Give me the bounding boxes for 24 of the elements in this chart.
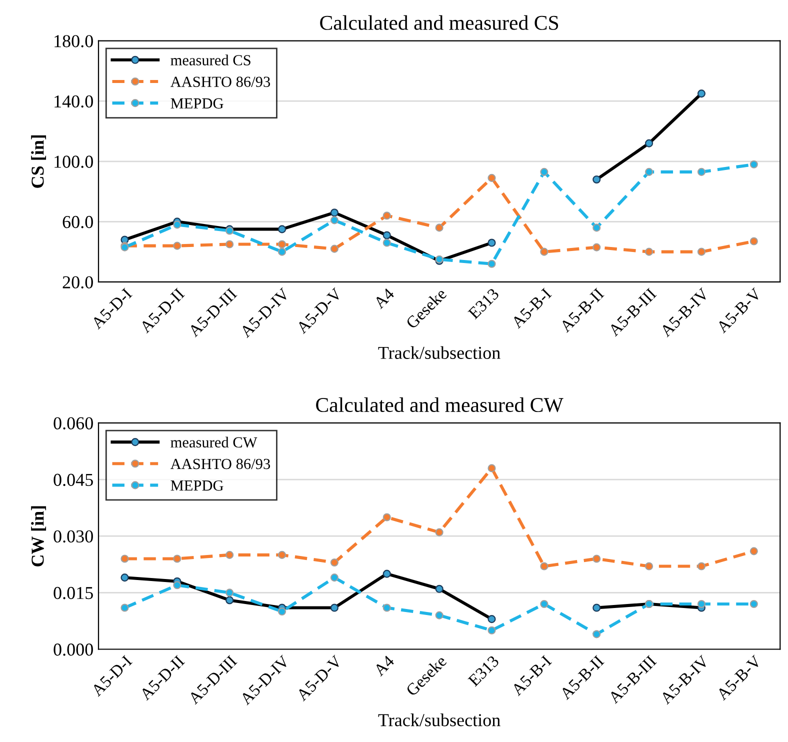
y-tick-label: 0.030 bbox=[54, 530, 93, 543]
x-axis-title: Track/subsection bbox=[378, 346, 500, 359]
x-axis-title: Track/subsection bbox=[378, 714, 500, 726]
legend-label: MEPDG bbox=[170, 98, 224, 109]
legend-label: measured CW bbox=[170, 436, 258, 448]
y-tick-label: 140.0 bbox=[54, 95, 93, 108]
y-tick-label: 180.0 bbox=[54, 35, 93, 48]
y-axis-title: CS [in] bbox=[31, 135, 46, 188]
y-tick-label: 0.045 bbox=[54, 474, 93, 486]
y-tick-label: 0.060 bbox=[54, 417, 93, 430]
legend-label: AASHTO 86/93 bbox=[170, 76, 270, 87]
legend-label: measured CS bbox=[170, 54, 250, 66]
y-axis-title: CW [in] bbox=[31, 506, 46, 566]
x-tick-label: A4 bbox=[372, 654, 395, 677]
legend-label: AASHTO 86/93 bbox=[170, 458, 270, 470]
legend-label: MEPDG bbox=[170, 480, 224, 491]
y-tick-label: 0.000 bbox=[54, 644, 93, 656]
chart-title: Calculated and measured CW bbox=[316, 397, 564, 412]
x-tick-label: A4 bbox=[372, 287, 395, 310]
y-tick-label: 20.0 bbox=[62, 276, 93, 288]
y-tick-label: 100.0 bbox=[54, 156, 93, 168]
y-tick-label: 60.0 bbox=[62, 216, 93, 228]
chart-title: Calculated and measured CS bbox=[320, 15, 558, 30]
y-tick-label: 0.015 bbox=[54, 586, 93, 600]
